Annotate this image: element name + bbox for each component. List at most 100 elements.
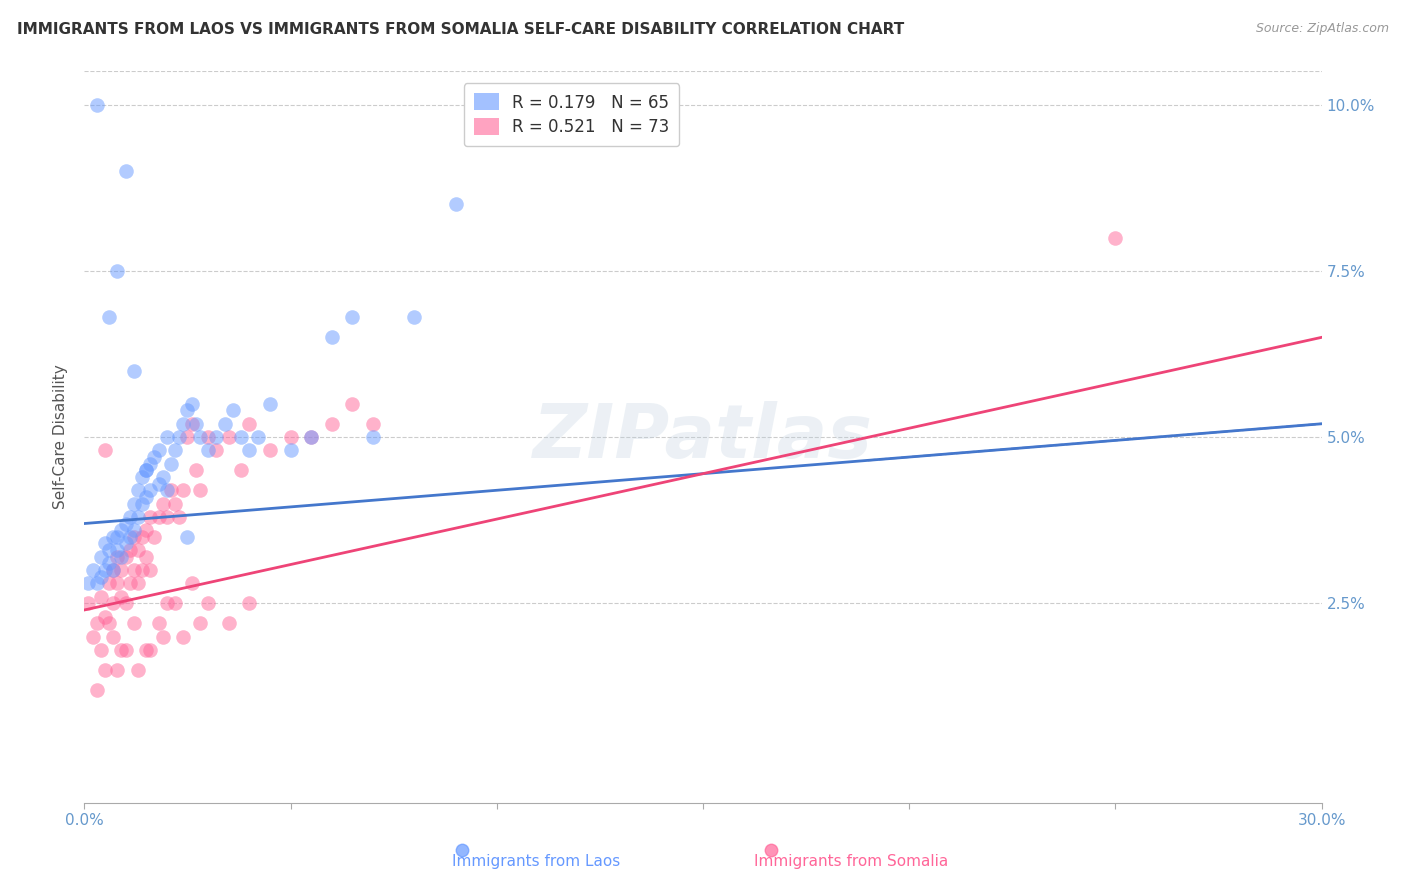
Point xyxy=(135,490,157,504)
Point xyxy=(176,530,198,544)
Point xyxy=(114,596,136,610)
Point xyxy=(259,443,281,458)
Point xyxy=(180,417,202,431)
Point xyxy=(156,430,179,444)
Point xyxy=(122,523,145,537)
Point xyxy=(127,483,149,498)
Point xyxy=(280,443,302,458)
Point xyxy=(105,264,128,278)
Point xyxy=(238,596,260,610)
Point xyxy=(172,483,194,498)
Point xyxy=(321,417,343,431)
Point xyxy=(143,450,166,464)
Point xyxy=(105,543,128,558)
Point xyxy=(205,430,228,444)
Point xyxy=(122,563,145,577)
Point xyxy=(180,576,202,591)
Point xyxy=(105,663,128,677)
Point xyxy=(94,609,117,624)
Point xyxy=(152,497,174,511)
Legend: R = 0.179   N = 65, R = 0.521   N = 73: R = 0.179 N = 65, R = 0.521 N = 73 xyxy=(464,83,679,146)
Point xyxy=(165,596,187,610)
Point xyxy=(148,616,170,631)
Point xyxy=(103,630,125,644)
Point xyxy=(98,543,121,558)
Point xyxy=(188,430,211,444)
Point xyxy=(90,643,112,657)
Point xyxy=(110,643,132,657)
Point xyxy=(122,530,145,544)
Text: IMMIGRANTS FROM LAOS VS IMMIGRANTS FROM SOMALIA SELF-CARE DISABILITY CORRELATION: IMMIGRANTS FROM LAOS VS IMMIGRANTS FROM … xyxy=(17,22,904,37)
Point xyxy=(105,549,128,564)
Point xyxy=(361,417,384,431)
Point xyxy=(127,576,149,591)
Point xyxy=(98,576,121,591)
Point xyxy=(77,576,100,591)
Point xyxy=(86,576,108,591)
Point xyxy=(135,643,157,657)
Point xyxy=(156,596,179,610)
Point xyxy=(131,497,153,511)
Point xyxy=(86,616,108,631)
Point xyxy=(167,430,190,444)
Point xyxy=(94,536,117,550)
Point xyxy=(114,549,136,564)
Point xyxy=(127,509,149,524)
Point xyxy=(139,563,162,577)
Point xyxy=(167,509,190,524)
Point xyxy=(86,97,108,112)
Point xyxy=(110,523,132,537)
Point xyxy=(77,596,100,610)
Point xyxy=(246,430,269,444)
Point xyxy=(90,549,112,564)
Point xyxy=(94,663,117,677)
Point xyxy=(131,530,153,544)
Text: Source: ZipAtlas.com: Source: ZipAtlas.com xyxy=(1256,22,1389,36)
Point xyxy=(105,530,128,544)
Point xyxy=(110,549,132,564)
Point xyxy=(180,397,202,411)
Point xyxy=(110,590,132,604)
Point xyxy=(280,430,302,444)
Point xyxy=(152,630,174,644)
Point xyxy=(172,630,194,644)
Point xyxy=(135,549,157,564)
Point xyxy=(118,576,141,591)
Point xyxy=(361,430,384,444)
Point xyxy=(214,417,236,431)
Point xyxy=(143,530,166,544)
Point xyxy=(114,516,136,531)
Point xyxy=(152,470,174,484)
Point xyxy=(110,563,132,577)
Point xyxy=(188,483,211,498)
Point xyxy=(342,310,364,325)
Point xyxy=(90,590,112,604)
Point xyxy=(131,470,153,484)
Point xyxy=(98,557,121,571)
Point xyxy=(103,530,125,544)
Point xyxy=(342,397,364,411)
Point xyxy=(118,509,141,524)
Point xyxy=(148,443,170,458)
Point xyxy=(127,543,149,558)
Point xyxy=(148,476,170,491)
Point xyxy=(103,563,125,577)
Point xyxy=(103,596,125,610)
Point xyxy=(114,643,136,657)
Point xyxy=(122,616,145,631)
Point xyxy=(103,563,125,577)
Point xyxy=(238,417,260,431)
Point xyxy=(299,430,322,444)
Point xyxy=(229,463,252,477)
Point xyxy=(156,509,179,524)
Point xyxy=(160,457,183,471)
Y-axis label: Self-Care Disability: Self-Care Disability xyxy=(53,365,69,509)
Point xyxy=(160,483,183,498)
Point xyxy=(156,483,179,498)
Point xyxy=(176,430,198,444)
Point xyxy=(197,443,219,458)
Point xyxy=(218,616,240,631)
Point xyxy=(222,403,245,417)
Point xyxy=(238,443,260,458)
Point xyxy=(122,497,145,511)
